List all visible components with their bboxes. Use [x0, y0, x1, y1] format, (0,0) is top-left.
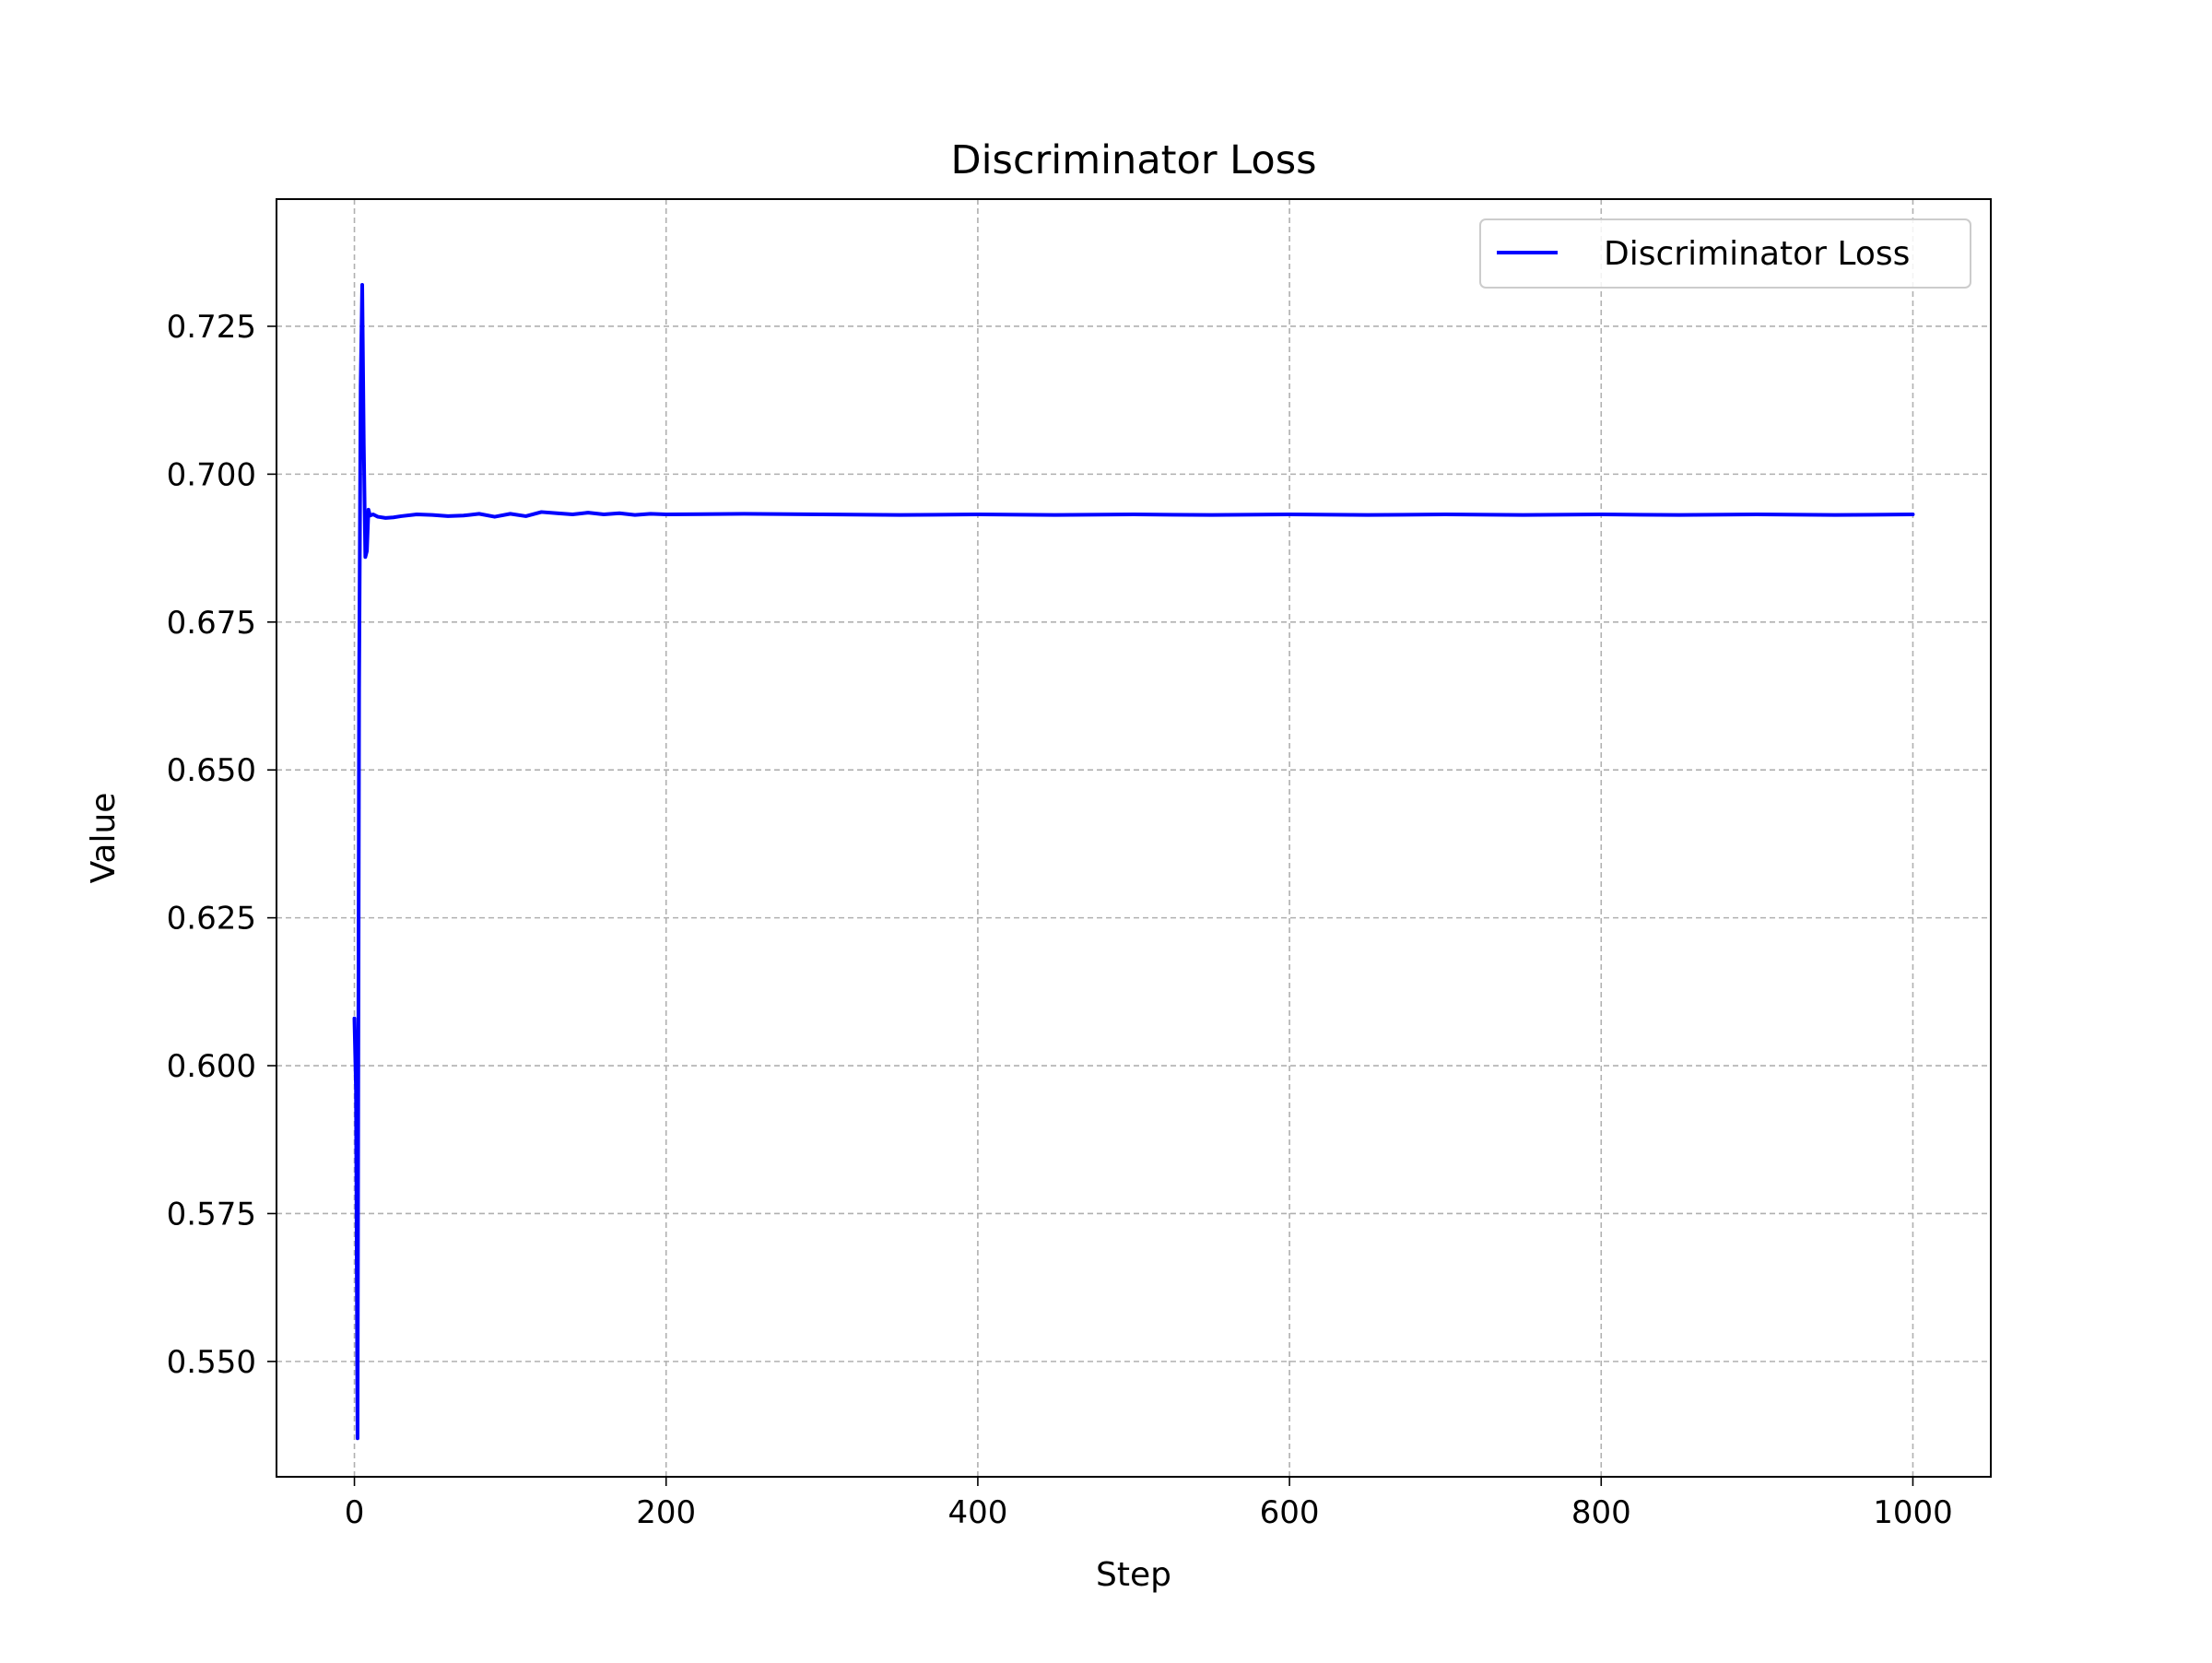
y-tick-label: 0.700 [167, 456, 256, 493]
legend: Discriminator Loss [1479, 218, 1971, 289]
x-axis-title: Step [1096, 1556, 1171, 1594]
legend-label-discriminator-loss: Discriminator Loss [1604, 235, 1910, 273]
x-tick-label: 1000 [1873, 1494, 1953, 1531]
y-tick-label: 0.675 [167, 605, 256, 642]
y-tick-label: 0.600 [167, 1048, 256, 1085]
y-tick-label: 0.625 [167, 901, 256, 938]
plot-area [276, 199, 1991, 1477]
x-tick-label: 200 [636, 1494, 696, 1531]
x-tick-label: 800 [1571, 1494, 1631, 1531]
legend-box [1479, 218, 1971, 289]
y-tick-label: 0.550 [167, 1344, 256, 1381]
x-axis: 0 200 400 600 800 1000 [345, 1477, 1953, 1531]
y-tick-label: 0.575 [167, 1196, 256, 1233]
grid-layer [276, 199, 1991, 1477]
x-tick-label: 400 [947, 1494, 1007, 1531]
y-axis-title: Value [85, 793, 123, 884]
x-tick-label: 0 [345, 1494, 365, 1531]
y-tick-label: 0.725 [167, 309, 256, 346]
y-tick-label: 0.650 [167, 752, 256, 789]
chart-title: Discriminator Loss [951, 137, 1317, 183]
y-axis: 0.550 0.575 0.600 0.625 0.650 0.675 0.700 0.725 [167, 309, 276, 1381]
series-line-discriminator-loss [352, 283, 1915, 1441]
series-layer [352, 283, 1915, 1441]
x-tick-label: 600 [1260, 1494, 1320, 1531]
plot-frame [276, 198, 1992, 1478]
